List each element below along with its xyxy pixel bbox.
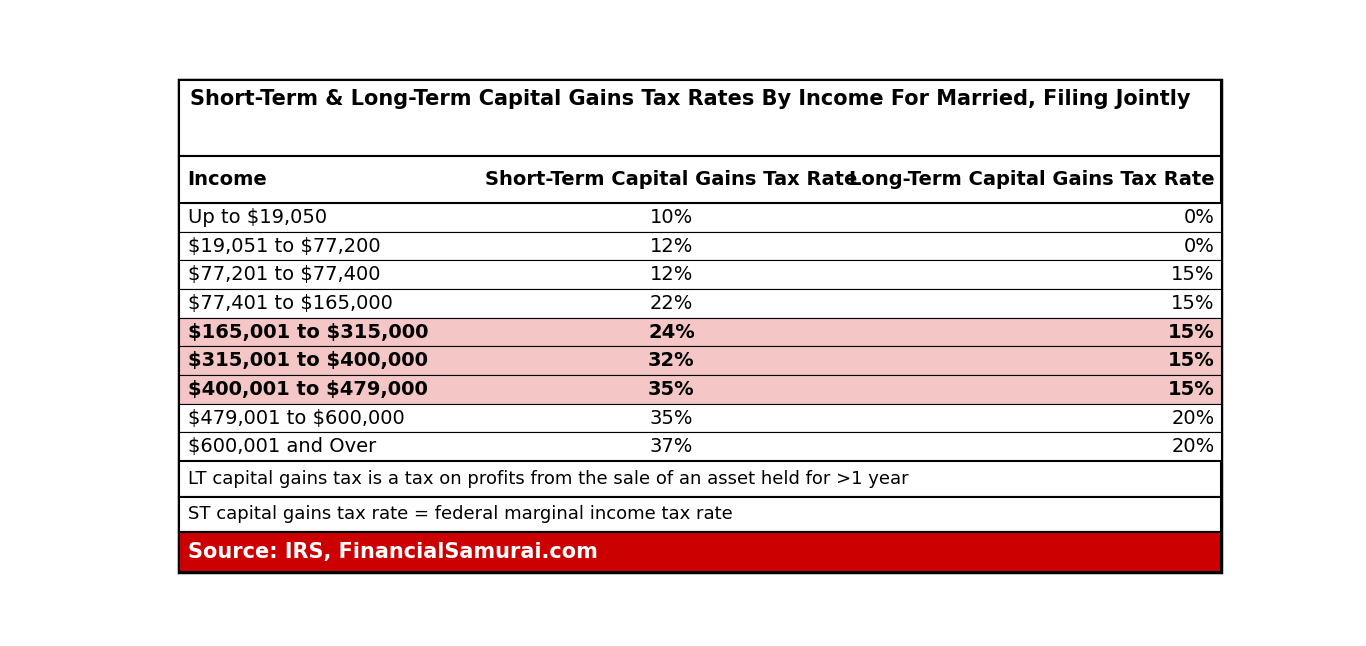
Bar xyxy=(179,203,1221,232)
Text: 20%: 20% xyxy=(1172,437,1214,456)
Text: Short-Term & Long-Term Capital Gains Tax Rates By Income For Married, Filing Joi: Short-Term & Long-Term Capital Gains Tax… xyxy=(190,89,1190,109)
Bar xyxy=(179,404,1221,432)
Bar xyxy=(179,532,1221,572)
Bar xyxy=(179,80,1221,156)
Bar xyxy=(179,232,1221,260)
Text: 15%: 15% xyxy=(1168,322,1214,342)
Bar xyxy=(179,318,1221,346)
Text: ST capital gains tax rate = federal marginal income tax rate: ST capital gains tax rate = federal marg… xyxy=(187,505,732,523)
Text: 12%: 12% xyxy=(650,236,693,256)
Text: 0%: 0% xyxy=(1184,208,1214,227)
Text: $479,001 to $600,000: $479,001 to $600,000 xyxy=(187,409,404,428)
Text: 24%: 24% xyxy=(647,322,695,342)
Text: Source: IRS, FinancialSamurai.com: Source: IRS, FinancialSamurai.com xyxy=(187,542,597,562)
Text: Long-Term Capital Gains Tax Rate: Long-Term Capital Gains Tax Rate xyxy=(850,171,1214,189)
Text: 15%: 15% xyxy=(1168,380,1214,399)
Bar xyxy=(179,260,1221,289)
Text: $19,051 to $77,200: $19,051 to $77,200 xyxy=(187,236,380,256)
Text: 35%: 35% xyxy=(647,380,695,399)
Text: Short-Term Capital Gains Tax Rate: Short-Term Capital Gains Tax Rate xyxy=(485,171,858,189)
Text: 15%: 15% xyxy=(1168,351,1214,370)
Text: 32%: 32% xyxy=(647,351,695,370)
Bar xyxy=(179,375,1221,404)
Bar xyxy=(179,289,1221,318)
Bar xyxy=(179,346,1221,375)
Text: 35%: 35% xyxy=(650,409,693,428)
Text: 12%: 12% xyxy=(650,266,693,284)
Text: 20%: 20% xyxy=(1172,409,1214,428)
Text: 10%: 10% xyxy=(650,208,693,227)
Text: $77,401 to $165,000: $77,401 to $165,000 xyxy=(187,294,392,313)
Text: 15%: 15% xyxy=(1171,266,1214,284)
Text: $400,001 to $479,000: $400,001 to $479,000 xyxy=(187,380,428,399)
Text: 37%: 37% xyxy=(650,437,693,456)
Text: Income: Income xyxy=(187,171,268,189)
Text: $165,001 to $315,000: $165,001 to $315,000 xyxy=(187,322,428,342)
Text: Up to $19,050: Up to $19,050 xyxy=(187,208,326,227)
Text: 22%: 22% xyxy=(650,294,693,313)
Text: 15%: 15% xyxy=(1171,294,1214,313)
Text: $77,201 to $77,400: $77,201 to $77,400 xyxy=(187,266,380,284)
Text: $600,001 and Over: $600,001 and Over xyxy=(187,437,376,456)
Text: 0%: 0% xyxy=(1184,236,1214,256)
Bar xyxy=(179,432,1221,461)
Bar xyxy=(179,497,1221,532)
Text: $315,001 to $400,000: $315,001 to $400,000 xyxy=(187,351,428,370)
Bar xyxy=(179,156,1221,203)
Text: LT capital gains tax is a tax on profits from the sale of an asset held for >1 y: LT capital gains tax is a tax on profits… xyxy=(187,470,908,488)
Bar xyxy=(179,461,1221,497)
